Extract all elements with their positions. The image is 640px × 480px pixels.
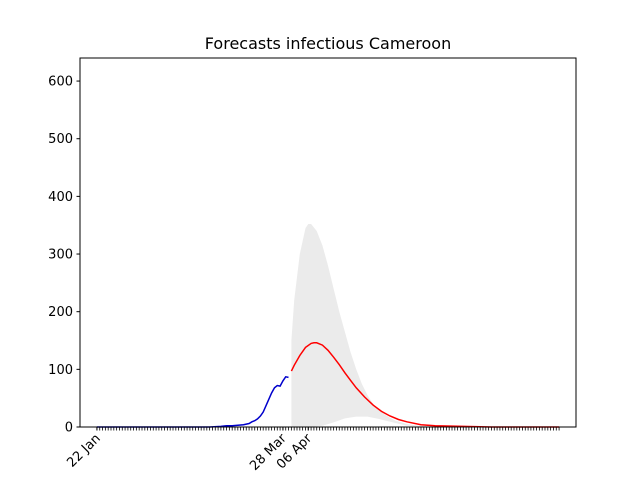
- y-tick-label: 400: [48, 190, 73, 205]
- y-tick-label: 100: [48, 363, 73, 378]
- uncertainty-band-area: [291, 224, 560, 427]
- y-tick-label: 600: [48, 75, 73, 90]
- y-axis-ticks: 0 100 200 300 400 500 600: [48, 75, 80, 436]
- observed-series-line: [96, 375, 289, 428]
- y-tick-label: 200: [48, 305, 73, 320]
- y-tick-label: 0: [65, 421, 73, 436]
- series-layer: [96, 342, 560, 428]
- chart-title: Forecasts infectious Cameroon: [205, 34, 451, 53]
- x-minor-ticks: [96, 427, 560, 431]
- x-tick-label: 22 Jan: [64, 431, 103, 470]
- y-tick-label: 500: [48, 132, 73, 147]
- y-tick-label: 300: [48, 248, 73, 263]
- plot-frame: [79, 57, 577, 428]
- forecast-uncertainty-band: [291, 224, 560, 427]
- forecast-series-line: [290, 342, 560, 428]
